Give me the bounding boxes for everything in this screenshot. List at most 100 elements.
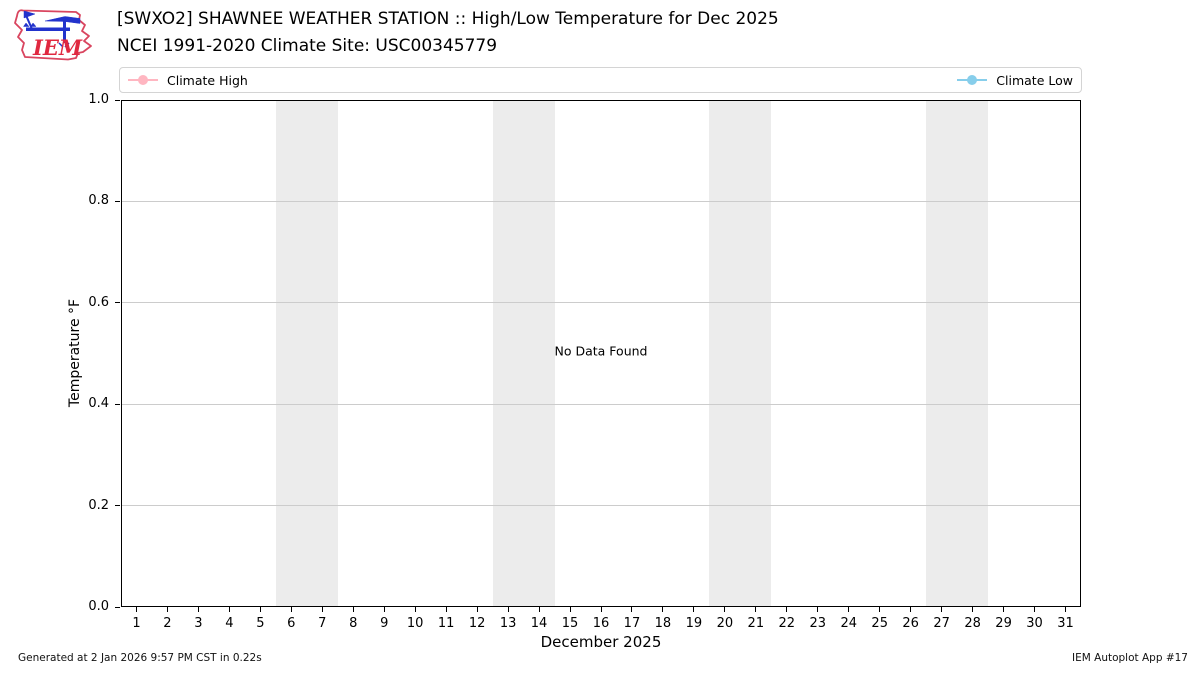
x-tick-mark xyxy=(755,607,757,612)
x-tick-label: 24 xyxy=(840,616,857,631)
x-tick-mark xyxy=(1034,607,1036,612)
y-tick-label: 0.2 xyxy=(88,497,109,513)
iem-logo: IEM xyxy=(14,9,92,61)
x-tick-mark xyxy=(476,607,478,612)
y-tick-mark xyxy=(115,302,120,304)
y-tick-mark xyxy=(115,606,120,608)
y-tick-mark xyxy=(115,99,120,101)
x-tick-label: 21 xyxy=(747,616,765,631)
x-tick-label: 22 xyxy=(778,616,796,631)
x-tick-label: 26 xyxy=(902,616,919,631)
x-tick-label: 25 xyxy=(871,616,888,631)
x-tick-mark xyxy=(569,607,571,612)
x-tick-mark xyxy=(817,607,819,612)
x-tick-mark xyxy=(166,607,168,612)
chart-title: [SWXO2] SHAWNEE WEATHER STATION :: High/… xyxy=(117,9,779,29)
x-tick-mark xyxy=(414,607,416,612)
y-tick-label: 0.4 xyxy=(88,396,109,412)
x-tick-label: 4 xyxy=(225,616,234,631)
x-tick-mark xyxy=(321,607,323,612)
y-gridline xyxy=(121,302,1081,304)
x-tick-mark xyxy=(848,607,850,612)
x-tick-label: 2 xyxy=(163,616,172,631)
x-tick-mark xyxy=(290,607,292,612)
x-tick-label: 19 xyxy=(685,616,703,631)
legend-label: Climate Low xyxy=(996,72,1073,88)
y-gridline xyxy=(121,200,1081,202)
x-tick-label: 16 xyxy=(592,616,610,631)
x-tick-label: 6 xyxy=(287,616,296,631)
x-tick-mark xyxy=(879,607,881,612)
weekend-shade-band xyxy=(492,100,555,607)
x-tick-label: 10 xyxy=(406,616,424,631)
y-tick-label: 1.0 xyxy=(88,92,109,107)
x-tick-label: 8 xyxy=(349,616,358,631)
line-dot-marker-icon xyxy=(128,75,158,85)
legend-item-climate-low: Climate Low xyxy=(957,73,1073,88)
x-tick-mark xyxy=(507,607,509,612)
x-tick-label: 27 xyxy=(933,616,950,631)
x-tick-label: 18 xyxy=(654,616,672,631)
x-tick-mark xyxy=(538,607,540,612)
y-tick-mark xyxy=(115,403,120,405)
x-tick-mark xyxy=(662,607,664,612)
weekend-shade-band xyxy=(926,100,989,607)
x-tick-mark xyxy=(135,607,137,612)
x-tick-mark xyxy=(631,607,633,612)
x-tick-mark xyxy=(352,607,354,612)
app-credit: IEM Autoplot App #17 xyxy=(1072,652,1188,664)
x-tick-mark xyxy=(910,607,912,612)
weekend-shade-band xyxy=(709,100,772,607)
axes-frame xyxy=(121,100,1081,607)
x-tick-label: 20 xyxy=(716,616,734,631)
iem-logo-text: IEM xyxy=(32,35,83,60)
x-axis-label: December 2025 xyxy=(540,633,662,651)
x-tick-label: 29 xyxy=(995,616,1012,631)
x-tick-label: 23 xyxy=(809,616,827,631)
line-dot-marker-icon xyxy=(957,75,988,85)
y-tick-label: 0.0 xyxy=(88,599,109,614)
x-tick-mark xyxy=(724,607,726,612)
legend-label: Climate High xyxy=(167,72,248,88)
title-block: [SWXO2] SHAWNEE WEATHER STATION :: High/… xyxy=(117,6,779,60)
x-tick-label: 31 xyxy=(1057,616,1074,631)
generated-timestamp: Generated at 2 Jan 2026 9:57 PM CST in 0… xyxy=(18,652,262,664)
x-tick-mark xyxy=(1065,607,1067,612)
weather-vane-icon xyxy=(23,10,81,48)
x-tick-mark xyxy=(197,607,199,612)
x-tick-mark xyxy=(228,607,230,612)
x-tick-mark xyxy=(445,607,447,612)
legend-item-climate-high: Climate High xyxy=(128,73,248,88)
x-tick-mark xyxy=(600,607,602,612)
no-data-annotation: No Data Found xyxy=(554,343,648,359)
weekend-shade-band xyxy=(275,100,338,607)
x-tick-mark xyxy=(786,607,788,612)
y-tick-mark xyxy=(115,505,120,507)
x-tick-mark xyxy=(693,607,695,612)
y-tick-label: 0.6 xyxy=(88,294,109,310)
x-tick-label: 14 xyxy=(530,616,548,631)
x-tick-label: 15 xyxy=(561,616,579,631)
x-tick-label: 1 xyxy=(132,616,141,631)
x-tick-label: 9 xyxy=(380,616,389,631)
x-tick-label: 11 xyxy=(437,616,455,631)
x-tick-label: 3 xyxy=(194,616,203,631)
x-tick-mark xyxy=(941,607,943,612)
x-tick-label: 13 xyxy=(499,616,517,631)
x-tick-label: 30 xyxy=(1026,616,1043,631)
legend: Climate High Climate Low xyxy=(119,67,1082,93)
y-gridline xyxy=(121,403,1081,405)
y-gridline xyxy=(121,505,1081,507)
y-tick-label: 0.8 xyxy=(88,193,109,209)
chart-subtitle: NCEI 1991-2020 Climate Site: USC00345779 xyxy=(117,36,498,56)
x-tick-mark xyxy=(972,607,974,612)
x-tick-mark xyxy=(1003,607,1005,612)
x-tick-label: 5 xyxy=(256,616,265,631)
x-tick-label: 7 xyxy=(318,616,327,631)
x-tick-label: 17 xyxy=(623,616,641,631)
y-tick-mark xyxy=(115,200,120,202)
x-tick-label: 28 xyxy=(964,616,981,631)
x-tick-label: 12 xyxy=(468,616,486,631)
